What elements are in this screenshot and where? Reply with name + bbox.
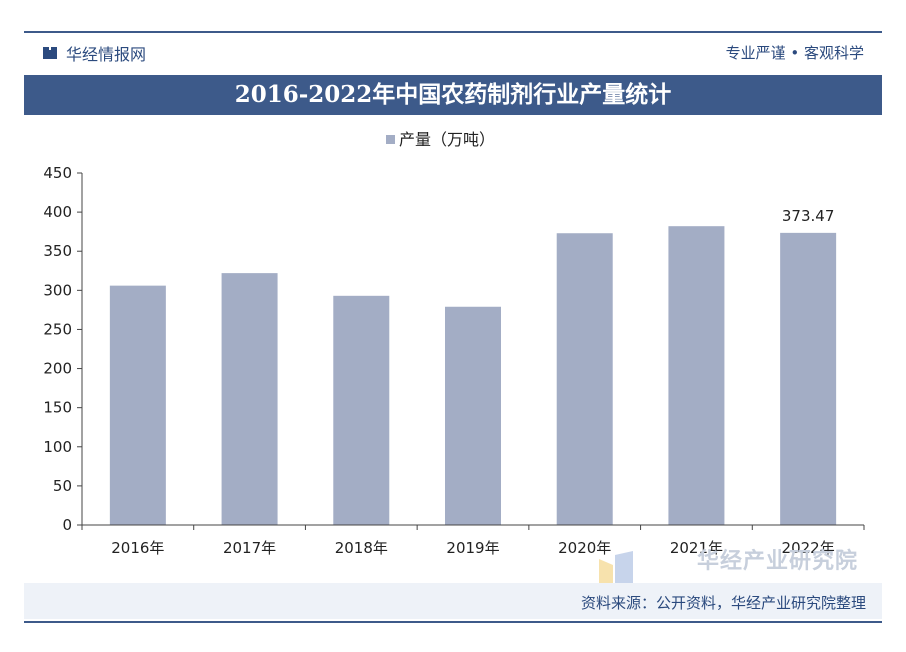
y-axis: 0 50 100 150 200 250 300 350 400 450 <box>43 164 83 534</box>
x-tick-label: 2022年 <box>782 539 835 557</box>
source-note: 资料来源：公开资料，华经产业研究院整理 <box>580 594 866 612</box>
x-axis: 2016年 2017年 2018年 2019年 2020年 2021年 2022年 <box>81 524 865 557</box>
x-tick-label: 2020年 <box>558 539 611 557</box>
x-tick-label: 2019年 <box>446 539 499 557</box>
bars <box>109 226 837 526</box>
source-bar: 资料来源：公开资料，华经产业研究院整理 <box>24 583 882 619</box>
title-bar: 2016-2022年中国农药制剂行业产量统计 <box>24 75 882 115</box>
bottom-rule <box>24 621 882 623</box>
bar <box>556 233 613 525</box>
legend-swatch <box>386 135 395 144</box>
chart-title: 2016-2022年中国农药制剂行业产量统计 <box>234 81 672 108</box>
y-tick-label: 100 <box>43 438 72 456</box>
y-tick-label: 0 <box>62 516 72 534</box>
legend-label: 产量（万吨） <box>399 130 495 149</box>
watermark-text: 华经产业研究院 <box>696 549 858 574</box>
chart-frame: 华经情报网 专业严谨 • 客观科学 2016-2022年中国农药制剂行业产量统计… <box>24 31 882 623</box>
y-tick-label: 250 <box>43 320 72 338</box>
top-rule <box>24 31 882 33</box>
y-tick-label: 300 <box>43 281 72 299</box>
y-tick-label: 50 <box>53 477 72 495</box>
y-tick-label: 150 <box>43 399 72 417</box>
x-tick-label: 2021年 <box>670 539 723 557</box>
bar-chart: 产量（万吨） 0 50 100 150 200 250 300 350 400 450 2016年… <box>43 130 865 557</box>
y-tick-label: 400 <box>43 203 72 221</box>
x-tick-label: 2018年 <box>335 539 388 557</box>
x-tick-label: 2016年 <box>111 539 164 557</box>
brand-name: 华经情报网 <box>66 45 147 64</box>
brand: 华经情报网 <box>42 41 146 65</box>
bar <box>333 295 390 525</box>
bar <box>668 226 725 526</box>
bar <box>109 285 166 525</box>
book-icon <box>43 47 57 59</box>
data-label: 373.47 <box>782 207 835 225</box>
bar <box>221 273 278 525</box>
bar <box>445 306 501 525</box>
y-tick-label: 350 <box>43 242 72 260</box>
bar <box>780 232 837 525</box>
slogan: 专业严谨 • 客观科学 <box>725 44 864 62</box>
x-tick-label: 2017年 <box>223 539 276 557</box>
header: 华经情报网 专业严谨 • 客观科学 <box>24 37 882 67</box>
data-labels: 373.47 <box>782 207 835 225</box>
legend: 产量（万吨） <box>386 130 495 149</box>
y-tick-label: 200 <box>43 360 72 378</box>
y-tick-label: 450 <box>43 164 72 182</box>
